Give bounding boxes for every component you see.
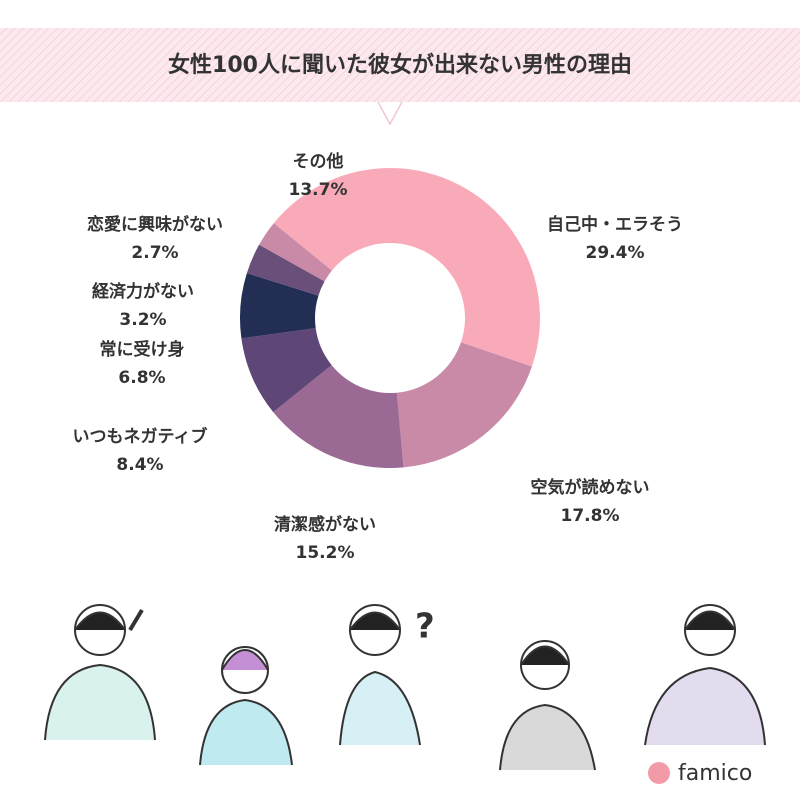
segment-label: 空気が読めない: [531, 477, 650, 498]
value-label: 2.7%: [131, 243, 178, 263]
value-label: 13.7%: [289, 180, 348, 200]
value-label: 15.2%: [296, 543, 355, 563]
title-banner: [0, 28, 800, 102]
segment-label: その他: [293, 151, 344, 172]
brand-icon: [648, 762, 670, 784]
svg-text:?: ?: [415, 607, 435, 647]
banner-notch: [377, 101, 403, 126]
segment-label: いつもネガティブ: [73, 426, 208, 447]
donut-segment: [259, 223, 332, 282]
donut-segment: [273, 168, 390, 271]
segment-label: 清潔感がない: [274, 514, 376, 535]
donut-segment: [396, 342, 532, 468]
donut-chart: 自己中・エラそう 29.4% 空気が読めない 17.8% 清潔感がない 15.2% いつもネ…: [73, 151, 683, 563]
donut-segment: [273, 365, 404, 468]
value-label: 6.8%: [118, 368, 165, 388]
brand-name: famico: [678, 761, 752, 786]
donut-segment: [390, 168, 540, 367]
illustrations: ?: [44, 604, 766, 771]
segment-label: 経済力がない: [92, 281, 194, 302]
value-label: 29.4%: [586, 243, 645, 263]
segment-label: 恋愛に興味がない: [87, 214, 223, 235]
value-label: 17.8%: [561, 506, 620, 526]
donut-segment: [239, 273, 319, 339]
value-label: 3.2%: [119, 310, 166, 330]
segment-label: 常に受け身: [100, 339, 185, 360]
segment-label: 自己中・エラそう: [547, 214, 683, 235]
donut-segment: [246, 244, 325, 296]
value-label: 8.4%: [116, 455, 163, 475]
chart-title: 女性100人に聞いた彼女が出来ない男性の理由: [168, 52, 632, 78]
donut-segment: [241, 328, 332, 413]
